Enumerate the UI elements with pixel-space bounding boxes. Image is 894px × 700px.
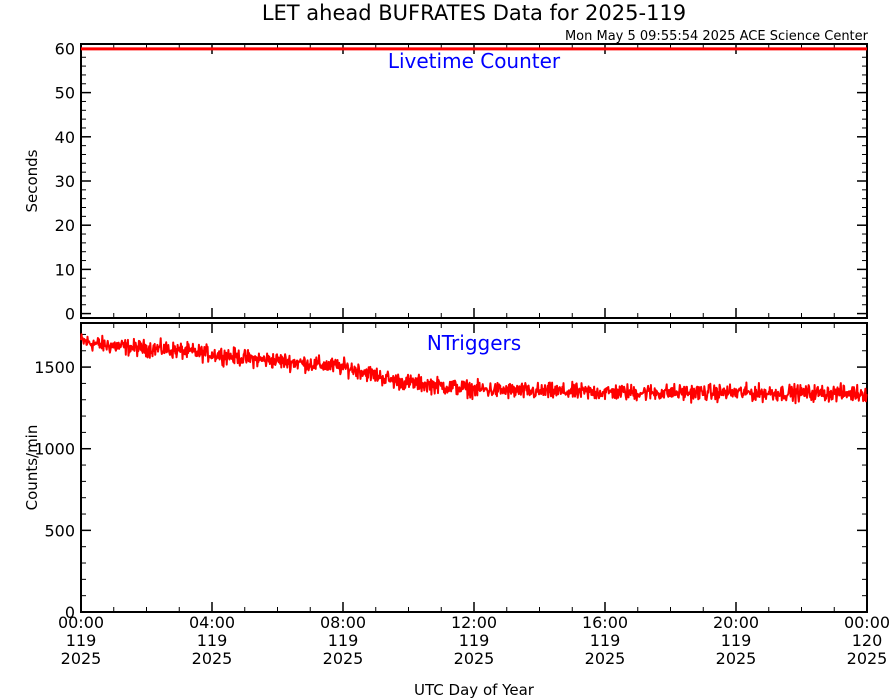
x-tick-label-time: 08:00 — [320, 613, 366, 632]
y-axis-label: Seconds — [23, 149, 41, 212]
x-tick-label-year: 2025 — [585, 649, 626, 668]
y-tick-label: 40 — [55, 128, 75, 147]
y-tick-label: 0 — [65, 305, 75, 324]
y-tick-label: 50 — [55, 84, 75, 103]
x-tick-label-time: 16:00 — [582, 613, 628, 632]
panel-ntriggers: 0 500 1000 1500 Counts/min NTriggers — [23, 322, 868, 622]
y-axis-label: Counts/min — [23, 425, 41, 511]
x-tick-label-doy: 119 — [721, 631, 752, 650]
x-tick-label-year: 2025 — [454, 649, 495, 668]
x-tick-label-time: 00:00 — [844, 613, 890, 632]
chart-title: LET ahead BUFRATES Data for 2025-119 — [262, 1, 686, 25]
x-tick-label-doy: 119 — [590, 631, 621, 650]
y-tick-label: 20 — [55, 216, 75, 235]
y-tick-label: 10 — [55, 260, 75, 279]
x-tick-label-doy: 119 — [197, 631, 228, 650]
panel-label: NTriggers — [427, 331, 521, 355]
panel-label: Livetime Counter — [388, 49, 561, 73]
x-tick-label-doy: 119 — [459, 631, 490, 650]
x-tick-label-time: 12:00 — [451, 613, 497, 632]
y-tick-label: 1000 — [34, 440, 75, 459]
y-tick-label: 60 — [55, 39, 75, 58]
y-tick-label: 30 — [55, 172, 75, 191]
panel-livetime: 0 10 20 30 40 50 60 Seconds Livetime Counter — [23, 39, 868, 324]
x-tick-label-year: 2025 — [323, 649, 364, 668]
series-line — [80, 333, 868, 405]
x-tick-label-year: 2025 — [192, 649, 233, 668]
x-axis-label: UTC Day of Year — [414, 681, 535, 699]
x-tick-label-doy: 120 — [852, 631, 883, 650]
x-tick-label-doy: 119 — [66, 631, 97, 650]
x-tick-label-year: 2025 — [847, 649, 888, 668]
plot-frame — [80, 322, 868, 613]
x-tick-label-year: 2025 — [61, 649, 102, 668]
y-tick-label: 1500 — [34, 358, 75, 377]
x-tick-label-year: 2025 — [716, 649, 757, 668]
y-tick-label: 500 — [44, 521, 75, 540]
x-tick-label-time: 20:00 — [713, 613, 759, 632]
x-axis-labels: 00:00119202504:00119202508:00119202512:0… — [58, 613, 890, 668]
plot-frame — [80, 43, 868, 319]
y-tick-label: 0 — [65, 603, 75, 622]
timestamp-label: Mon May 5 09:55:54 2025 ACE Science Cent… — [565, 29, 869, 44]
x-tick-label-doy: 119 — [328, 631, 359, 650]
x-tick-label-time: 00:00 — [58, 613, 104, 632]
x-tick-label-time: 04:00 — [189, 613, 235, 632]
